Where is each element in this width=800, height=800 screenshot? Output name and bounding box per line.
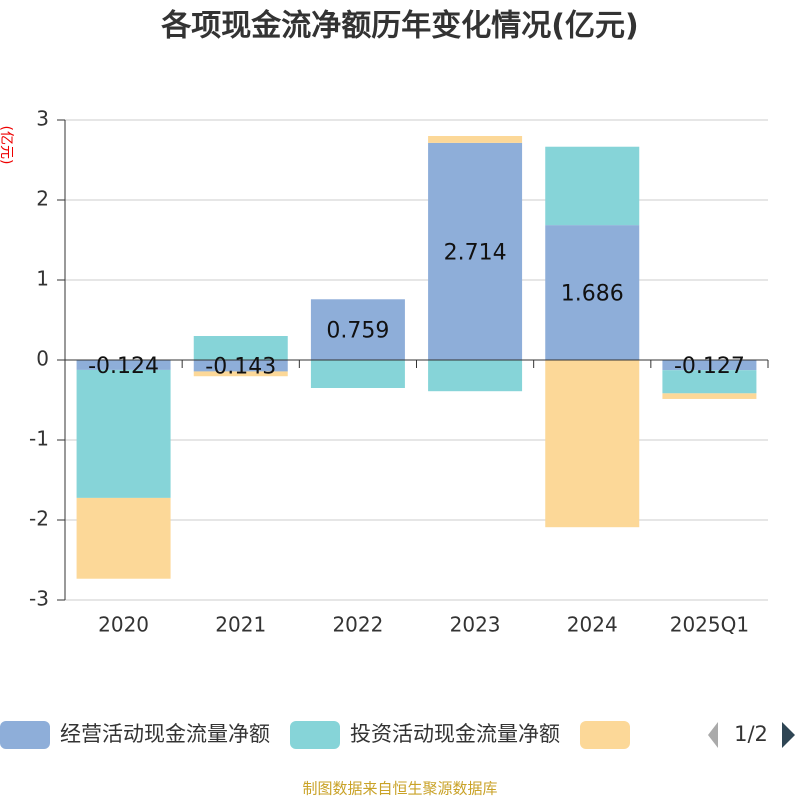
bar <box>193 371 288 377</box>
legend-swatch[interactable] <box>0 721 50 749</box>
bar <box>545 360 640 528</box>
x-tick-label: 2023 <box>450 613 501 637</box>
y-tick-label: 0 <box>36 347 49 371</box>
bar <box>545 225 640 360</box>
x-tick-label: 2022 <box>332 613 383 637</box>
legend-next[interactable] <box>782 722 795 748</box>
x-tick-label: 2020 <box>98 613 149 637</box>
legend-prev[interactable] <box>708 722 718 748</box>
bar <box>428 142 523 360</box>
bar <box>193 360 288 372</box>
data-label: 0.759 <box>326 319 389 344</box>
bar <box>662 370 757 394</box>
y-tick-label: 2 <box>36 187 49 211</box>
bar <box>193 336 288 360</box>
data-label: -0.124 <box>88 354 159 379</box>
y-tick-label: -3 <box>29 587 49 611</box>
legend-label: 经营活动现金流量净额 <box>60 722 270 746</box>
y-tick-label: 1 <box>36 267 49 291</box>
bar <box>662 360 757 371</box>
y-axis-label: (亿元) <box>0 126 14 165</box>
legend-page: 1/2 <box>734 722 768 746</box>
data-label: -0.143 <box>205 355 276 380</box>
x-tick-label: 2021 <box>215 613 266 637</box>
bar <box>428 360 523 392</box>
bar <box>76 497 171 579</box>
legend-label: 投资活动现金流量净额 <box>350 722 560 746</box>
bar <box>428 136 523 143</box>
data-label: 2.714 <box>444 240 507 265</box>
x-tick-label: 2024 <box>567 613 618 637</box>
legend-swatch[interactable] <box>580 721 630 749</box>
x-tick-label: 2025Q1 <box>670 613 749 637</box>
legend-swatch[interactable] <box>290 721 340 749</box>
chart-title: 各项现金流净额历年变化情况(亿元) <box>160 9 638 44</box>
data-label: 1.686 <box>561 282 624 307</box>
bar <box>662 393 757 399</box>
bar <box>310 299 405 360</box>
bar <box>76 369 171 498</box>
data-label: -0.127 <box>674 354 745 379</box>
bar <box>76 360 171 370</box>
y-tick-label: -2 <box>29 507 49 531</box>
bar <box>545 146 640 226</box>
y-tick-label: -1 <box>29 427 49 451</box>
bar <box>310 360 405 388</box>
source-note: 制图数据来自恒生聚源数据库 <box>302 780 497 798</box>
y-tick-label: 3 <box>36 107 49 131</box>
